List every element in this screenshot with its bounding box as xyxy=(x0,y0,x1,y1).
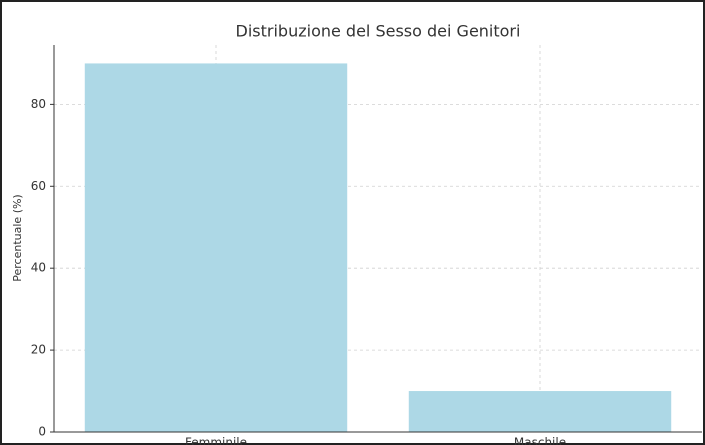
y-tick-label: 60 xyxy=(31,179,46,193)
bar xyxy=(408,391,672,432)
bar xyxy=(84,63,348,433)
x-tick-label: Femminile xyxy=(185,436,247,445)
y-axis-label: Percentuale (%) xyxy=(11,194,24,281)
y-tick-label: 80 xyxy=(31,97,46,111)
y-tick-label: 0 xyxy=(38,425,46,439)
y-tick-label: 40 xyxy=(31,261,46,275)
y-tick-label: 20 xyxy=(31,343,46,357)
chart-title: Distribuzione del Sesso dei Genitori xyxy=(236,22,521,41)
x-tick-label: Maschile xyxy=(514,436,566,445)
